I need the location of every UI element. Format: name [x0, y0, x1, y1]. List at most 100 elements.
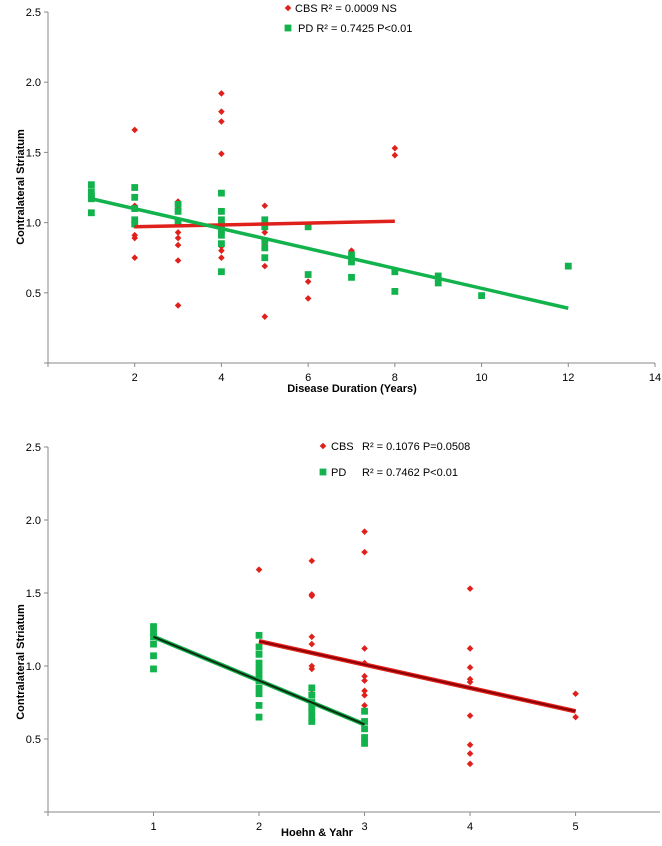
pd-point — [174, 207, 182, 215]
x-tick-label: 5 — [573, 821, 579, 833]
pd-point — [131, 220, 139, 228]
x-tick-label: 2 — [256, 821, 262, 833]
legend-label-cbs: CBS — [331, 441, 354, 453]
pd-point — [255, 643, 263, 651]
cbs-point — [218, 247, 225, 254]
x-tick-label: 14 — [649, 372, 661, 384]
y-axis-label: Contralateral Striatum — [15, 129, 27, 245]
x-tick-label: 4 — [218, 372, 224, 384]
pd-point — [255, 659, 263, 667]
y-tick-label: 1.0 — [26, 661, 41, 673]
pd-point — [261, 216, 269, 224]
x-tick-label: 3 — [361, 821, 367, 833]
cbs-point — [361, 672, 368, 680]
y-tick-label: 2.5 — [26, 442, 41, 454]
pd-point — [361, 725, 368, 733]
pd-point — [131, 216, 139, 224]
legend-marker-pd — [284, 24, 292, 32]
y-tick-label: 1.5 — [26, 147, 41, 159]
cbs-point — [174, 257, 182, 264]
x-tick-label: 12 — [562, 372, 574, 384]
pd-point — [348, 258, 355, 266]
pd-point — [255, 713, 263, 721]
cbs-trendline — [134, 219, 395, 229]
pd-point — [255, 702, 263, 709]
cbs-point — [255, 566, 263, 573]
legend-stat-pd: R² = 0.7462 P<0.01 — [362, 467, 458, 479]
legend: CBS R² = 0.1076 P=0.0508 PD R² = 0.7462 P<0… — [319, 441, 470, 479]
legend-marker-cbs — [319, 442, 327, 450]
pd-point — [131, 193, 139, 201]
pd-point — [218, 268, 225, 276]
cbs-point — [218, 254, 225, 261]
cbs-point — [131, 254, 139, 261]
cbs-point — [361, 702, 368, 709]
pd-point — [348, 251, 355, 259]
x-axis-label: Hoehn & Yahr — [281, 827, 354, 839]
cbs-point — [572, 690, 579, 698]
cbs-point — [131, 234, 139, 242]
pd-trendline — [153, 635, 365, 726]
cbs-point — [466, 664, 474, 671]
pd-point — [255, 684, 263, 692]
cbs-point — [361, 677, 368, 684]
x-tick-label: 4 — [467, 821, 473, 833]
x-tick-label: 6 — [305, 372, 311, 384]
pd-point — [434, 272, 442, 280]
y-tick-label: 0.5 — [26, 288, 41, 300]
legend-stat-cbs: R² = 0.1076 P=0.0508 — [362, 441, 470, 453]
pd-point — [174, 200, 182, 208]
cbs-point — [308, 665, 316, 673]
legend-label-pd: PD — [331, 467, 346, 479]
pd-point — [361, 707, 368, 715]
cbs-point — [361, 548, 368, 556]
legend-marker-pd — [319, 468, 327, 476]
cbs-point — [391, 151, 399, 159]
pd-trendline — [90, 197, 569, 310]
axes: 0.5 1.0 1.5 2.0 2.5 1 2 3 4 5 — [26, 442, 660, 833]
series-cbs — [255, 528, 579, 768]
pd-point — [304, 223, 312, 231]
cbs-point — [304, 295, 312, 302]
cbs-point — [466, 585, 474, 592]
legend-label-cbs: CBS R² = 0.0009 NS — [295, 3, 397, 15]
cbs-point — [261, 229, 269, 236]
pd-point — [218, 231, 225, 239]
y-tick-label: 1.5 — [26, 588, 41, 600]
cbs-point — [174, 234, 182, 242]
pd-point — [255, 671, 263, 679]
cbs-point — [218, 108, 225, 115]
chart-1: 0.5 1.0 1.5 2.0 2.5 2 4 6 8 10 12 14 Disease Duratio… — [15, 3, 661, 395]
cbs-point — [466, 750, 474, 757]
y-tick-label: 2.0 — [26, 77, 41, 89]
pd-point — [255, 650, 263, 658]
cbs-trendline — [258, 640, 576, 713]
pd-point — [150, 623, 157, 630]
pd-point — [261, 244, 269, 252]
x-tick-label: 8 — [392, 372, 398, 384]
x-tick-label: 10 — [475, 372, 487, 384]
cbs-point — [218, 150, 225, 158]
pd-point — [308, 691, 316, 699]
pd-point — [478, 292, 485, 300]
cbs-point — [466, 760, 474, 768]
pd-point — [361, 734, 368, 741]
pd-point — [87, 188, 95, 196]
cbs-point — [572, 713, 579, 721]
pd-point — [348, 273, 355, 281]
pd-point — [261, 254, 269, 262]
pd-point — [150, 629, 157, 636]
pd-point — [150, 652, 157, 660]
pd-point — [131, 184, 139, 191]
cbs-point — [466, 678, 474, 686]
cbs-point — [174, 229, 182, 236]
series-pd — [87, 181, 572, 300]
chart-2: 0.5 1.0 1.5 2.0 2.5 1 2 3 4 5 Hoehn & Yahr Contrala… — [15, 441, 660, 839]
pd-point — [308, 684, 316, 692]
cbs-point — [261, 262, 269, 270]
pd-point — [308, 713, 316, 721]
cbs-point — [261, 313, 269, 320]
y-tick-label: 1.0 — [26, 218, 41, 230]
pd-point — [218, 216, 225, 224]
